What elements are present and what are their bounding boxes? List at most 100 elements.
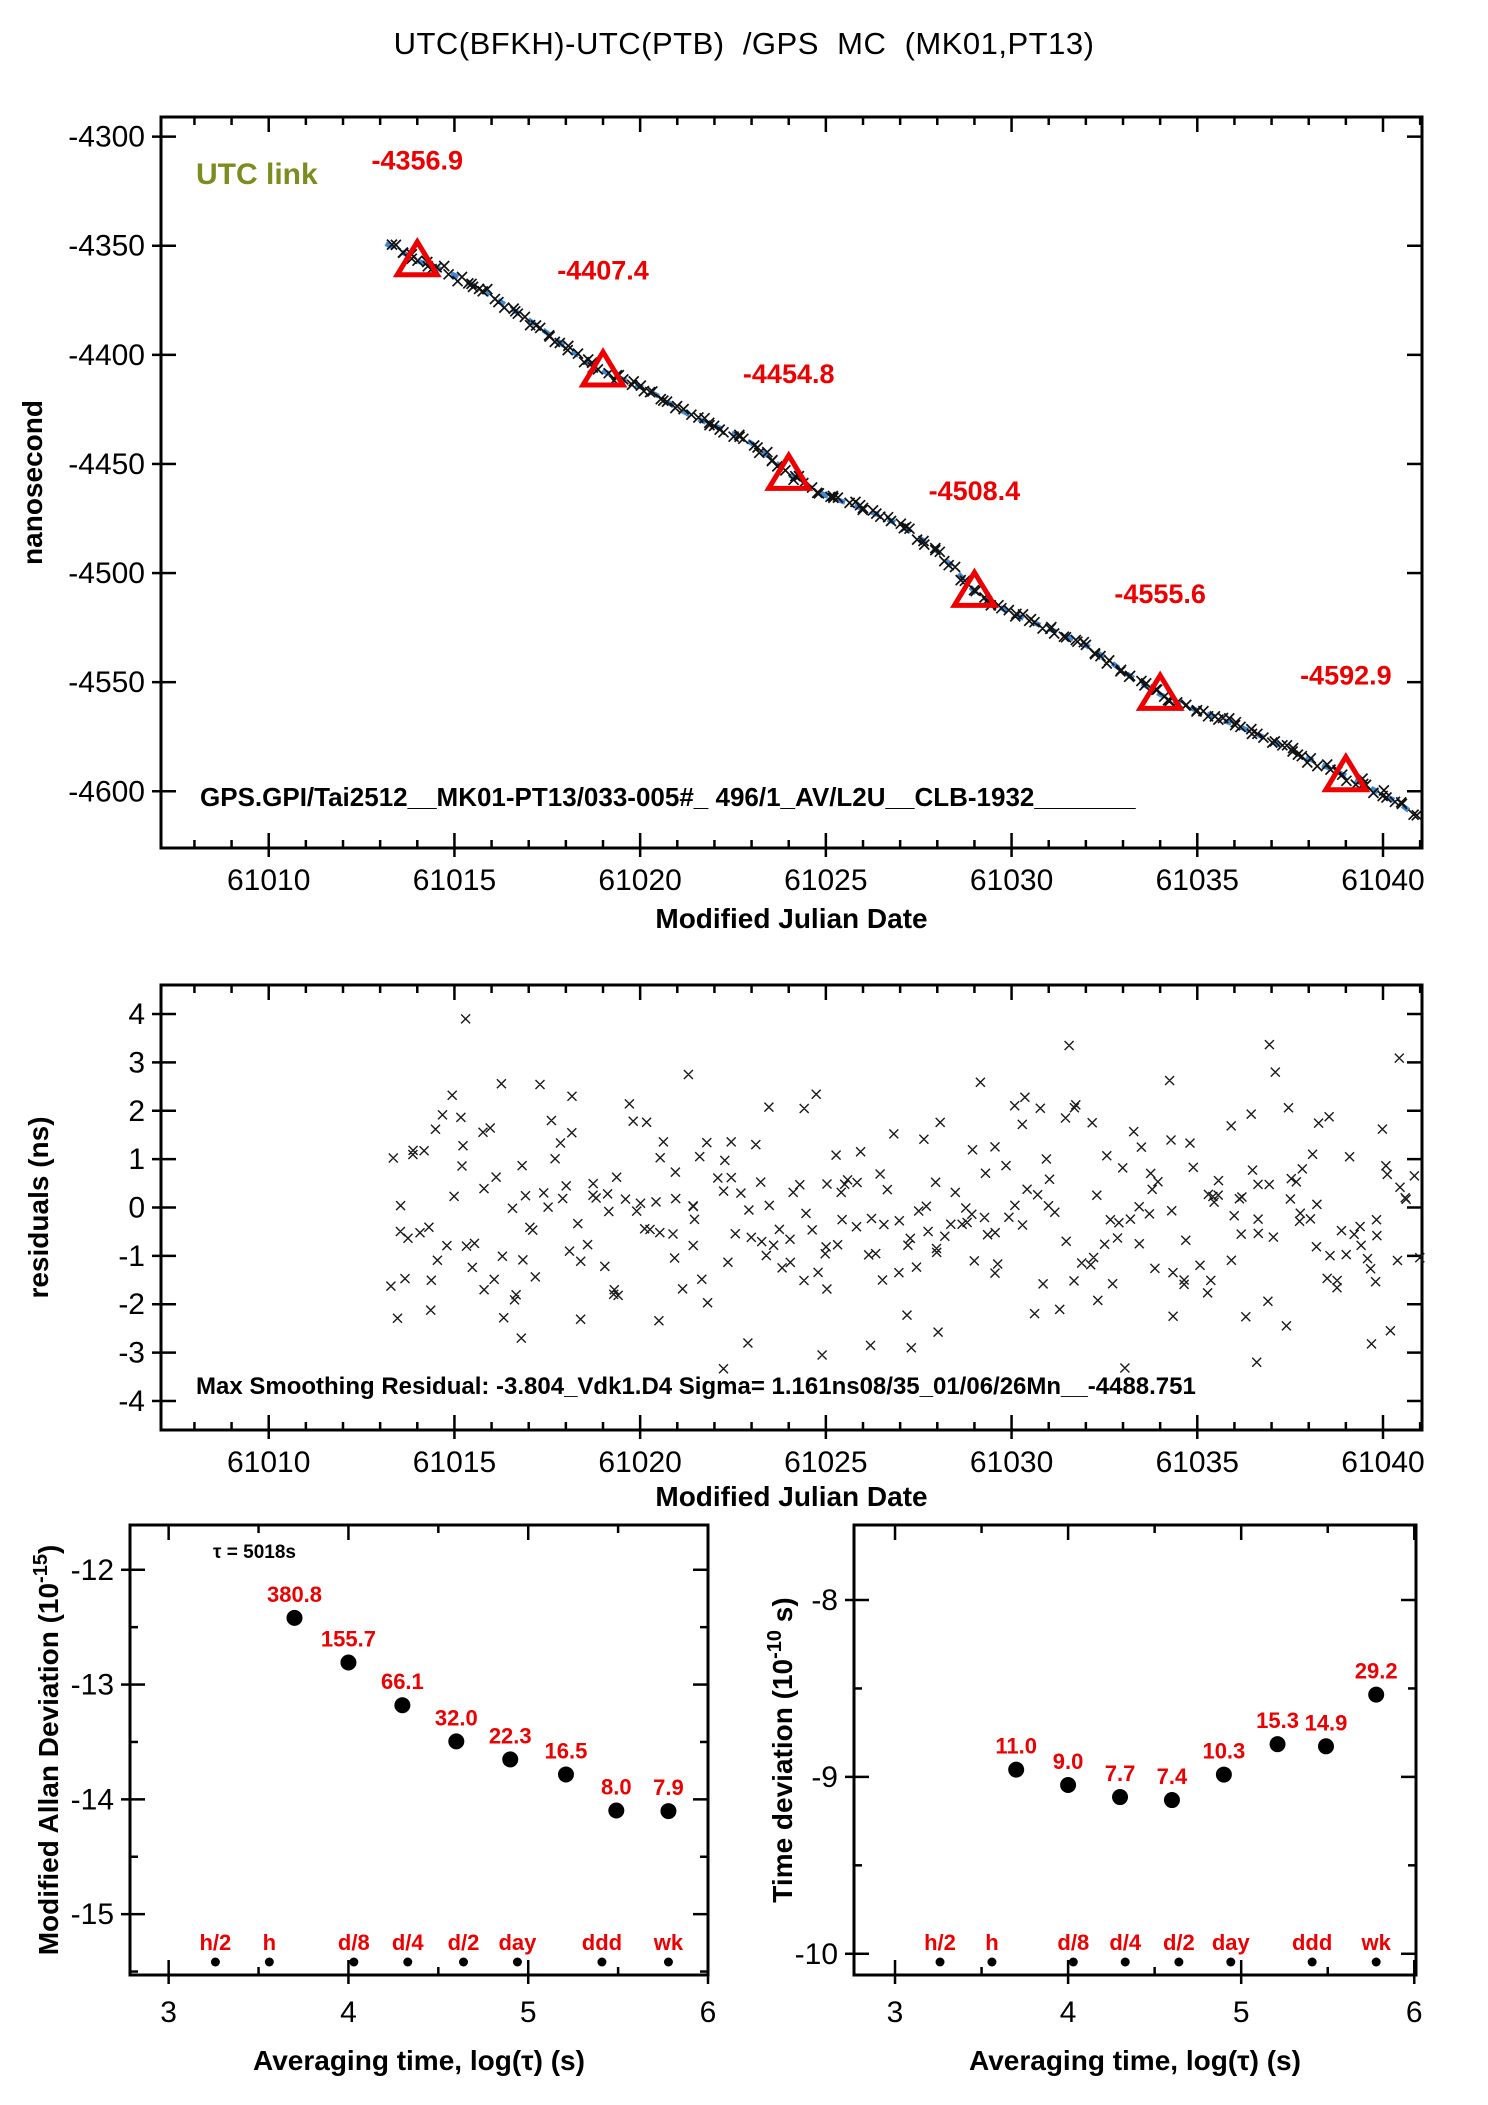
y-tick-label: 3 <box>128 1046 145 1079</box>
mdev-point <box>286 1609 303 1626</box>
calibration-triangle-marker <box>392 236 442 278</box>
tdev-value-label: 9.0 <box>1053 1749 1084 1774</box>
axis-title-x: Modified Julian Date <box>655 903 927 934</box>
tau-marker-dot <box>987 1957 997 1967</box>
tau-marker-dot <box>1120 1957 1130 1967</box>
triangle-value-label: -4356.9 <box>371 145 463 175</box>
y-tick-label: -4300 <box>68 121 145 154</box>
triangle-value-label: -4555.6 <box>1114 579 1206 609</box>
tau-marker-label: d/2 <box>448 1930 480 1955</box>
y-tick-label: -4600 <box>68 775 145 808</box>
tau-marker-dot <box>512 1957 522 1967</box>
tau-marker-label: h/2 <box>924 1930 956 1955</box>
calibration-triangle-marker <box>578 347 628 388</box>
x-tick-label: 5 <box>1233 1996 1250 2029</box>
tdev-value-label: 7.7 <box>1105 1761 1136 1786</box>
tdev-point <box>1317 1738 1334 1755</box>
tau-marker-dot <box>403 1957 413 1967</box>
x-tick-label: 4 <box>340 1996 357 2029</box>
x-tick-label: 61035 <box>1156 1446 1239 1479</box>
tdev-point <box>1163 1792 1180 1809</box>
mdev-point <box>394 1697 411 1714</box>
triangle-value-label: -4592.9 <box>1300 660 1392 690</box>
tau-marker-dot <box>1226 1957 1236 1967</box>
x-tick-label: 61010 <box>227 1446 310 1479</box>
x-tick-label: 61025 <box>784 1446 867 1479</box>
y-tick-label: -4550 <box>68 666 145 699</box>
residuals-panel: 61010 61015 61020 61025 61030 61035 61040 -4 -3 -… <box>23 983 1425 1512</box>
tdev-point <box>1215 1766 1232 1783</box>
chart-title: UTC(BFKH)-UTC(PTB) /GPS MC (MK01,PT13) <box>393 26 1095 61</box>
x-tick-label: 61030 <box>970 864 1053 897</box>
x-tick-label: 4 <box>1060 1996 1077 2029</box>
plot-border <box>852 1523 1418 1977</box>
tau-marker-dot <box>349 1957 359 1967</box>
y-tick-label: -4350 <box>68 230 145 263</box>
tau-marker-label: d/8 <box>338 1930 370 1955</box>
x-tick-label: 61010 <box>227 864 310 897</box>
mdev-panel: 3 4 5 6 -15 -14 -13 -12 Averaging time, log(τ) (… <box>30 1523 716 2076</box>
y-tick-label: -4450 <box>68 448 145 481</box>
axis-title-x: Modified Julian Date <box>655 1481 927 1512</box>
tau-marker-label: h/2 <box>199 1930 231 1955</box>
x-tick-label: 3 <box>160 1996 177 2029</box>
axis-title-x: Averaging time, log(τ) (s) <box>969 2045 1301 2076</box>
tau-marker-dot <box>210 1957 220 1967</box>
x-tick-label: 61030 <box>970 1446 1053 1479</box>
tdev-value-label: 10.3 <box>1202 1739 1245 1764</box>
y-tick-label: -4400 <box>68 339 145 372</box>
tdev-value-label: 15.3 <box>1256 1708 1299 1733</box>
mdev-point <box>660 1803 677 1820</box>
axis-ticks <box>152 985 1422 1439</box>
x-tick-label: 61020 <box>598 1446 681 1479</box>
mdev-value-label: 32.0 <box>435 1705 478 1730</box>
y-tick-label: -8 <box>811 1584 838 1617</box>
tdev-panel: 3 4 5 6 -10 -9 -8 Averaging time, log(τ) (s) Tim… <box>764 1523 1423 2076</box>
tdev-point <box>1112 1789 1129 1806</box>
y-tick-label: -2 <box>118 1288 145 1321</box>
tau-marker-label: d/4 <box>392 1930 425 1955</box>
tau-marker-dot <box>264 1957 274 1967</box>
x-tick-label: 3 <box>887 1996 904 2029</box>
tau-marker-label: ddd <box>582 1930 622 1955</box>
plot-border <box>159 115 1424 850</box>
x-tick-label: 61025 <box>784 864 867 897</box>
y-tick-label: 2 <box>128 1095 145 1128</box>
y-tick-label: -10 <box>795 1938 838 1971</box>
tdev-value-label: 29.2 <box>1355 1659 1398 1684</box>
axis-title-y: Time deviation (10-10 s) <box>764 1597 798 1902</box>
mdev-value-label: 16.5 <box>545 1738 588 1763</box>
y-tick-label: -13 <box>71 1669 114 1702</box>
tau-marker-label: d/4 <box>1109 1930 1142 1955</box>
x-tick-label: 5 <box>520 1996 537 2029</box>
mdev-point <box>502 1751 519 1768</box>
tau-marker-dot <box>458 1957 468 1967</box>
y-tick-label: -4 <box>118 1385 145 1418</box>
x-tick-label: 61035 <box>1156 864 1239 897</box>
tdev-point <box>1269 1736 1286 1753</box>
y-tick-label: 1 <box>128 1143 145 1176</box>
mdev-value-label: 155.7 <box>321 1627 376 1652</box>
mdev-point <box>557 1766 574 1783</box>
dataset-label: GPS.GPI/Tai2512__MK01-PT13/033-005#_ 496… <box>200 782 1136 812</box>
tdev-value-label: 7.4 <box>1157 1764 1188 1789</box>
tau-marker-dot <box>1174 1957 1184 1967</box>
y-tick-label: -9 <box>811 1761 838 1794</box>
tau-label: τ = 5018s <box>213 1542 296 1563</box>
y-tick-label: -15 <box>71 1898 114 1931</box>
tdev-point <box>1368 1686 1385 1703</box>
mdev-value-label: 7.9 <box>653 1775 684 1800</box>
axis-title-y: residuals (ns) <box>23 1116 54 1298</box>
plot-border <box>128 1523 710 1977</box>
x-tick-label: 6 <box>1406 1996 1423 2029</box>
tdev-point <box>1008 1761 1025 1778</box>
tau-marker-label: wk <box>1361 1930 1392 1955</box>
mdev-value-label: 8.0 <box>601 1774 632 1799</box>
x-tick-label: 61040 <box>1341 864 1424 897</box>
tau-marker-label: day <box>498 1930 537 1955</box>
tau-marker-dot <box>1068 1957 1078 1967</box>
mdev-point <box>448 1733 465 1750</box>
x-tick-label: 61015 <box>413 1446 496 1479</box>
tau-marker-label: d/8 <box>1057 1930 1089 1955</box>
